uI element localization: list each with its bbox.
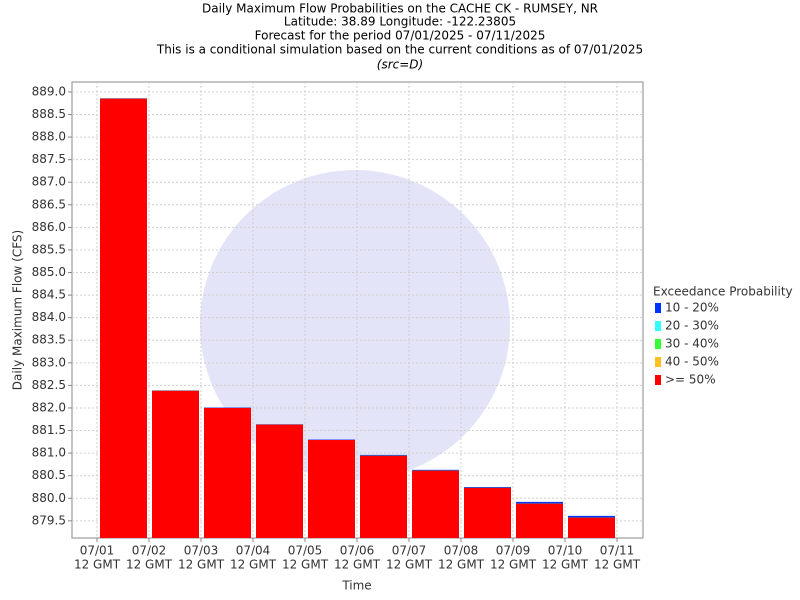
x-tick-label: 12 GMT <box>594 558 641 572</box>
x-tick-label: 07/10 <box>548 544 583 558</box>
y-tick-label: 882.0 <box>32 400 66 414</box>
x-tick-label: 07/11 <box>600 544 635 558</box>
x-tick-label: 07/01 <box>80 544 115 558</box>
subtitle: (src=D) <box>377 58 423 72</box>
x-tick-label: 12 GMT <box>282 558 329 572</box>
x-tick-label: 12 GMT <box>490 558 537 572</box>
title-line: This is a conditional simulation based o… <box>156 43 643 57</box>
y-tick-label: 888.5 <box>32 107 66 121</box>
bar <box>568 517 615 538</box>
x-tick-label: 12 GMT <box>74 558 121 572</box>
x-axis-label: Time <box>341 579 371 593</box>
bar <box>412 470 459 538</box>
y-tick-label: 880.5 <box>32 468 66 482</box>
x-tick-label: 12 GMT <box>334 558 381 572</box>
bar <box>256 424 303 538</box>
y-tick-label: 886.5 <box>32 197 66 211</box>
y-tick-label: 888.0 <box>32 130 66 144</box>
legend-swatch <box>655 375 661 385</box>
title-line: Forecast for the period 07/01/2025 - 07/… <box>255 29 546 43</box>
y-tick-label: 886.0 <box>32 220 66 234</box>
y-tick-label: 883.0 <box>32 355 66 369</box>
y-tick-label: 881.0 <box>32 446 66 460</box>
watermark <box>200 170 510 480</box>
y-tick-label: 880.0 <box>32 491 66 505</box>
bar <box>360 455 407 538</box>
y-tick-label: 883.5 <box>32 333 66 347</box>
x-tick-label: 12 GMT <box>542 558 589 572</box>
y-tick-label: 884.5 <box>32 288 66 302</box>
y-axis-label: Daily Maximum Flow (CFS) <box>11 230 25 390</box>
x-tick-label: 12 GMT <box>178 558 225 572</box>
x-tick-label: 07/09 <box>496 544 531 558</box>
legend-swatch <box>655 357 661 367</box>
x-tick-label: 12 GMT <box>386 558 433 572</box>
y-tick-label: 879.5 <box>32 513 66 527</box>
legend-title: Exceedance Probability <box>653 285 793 299</box>
x-tick-label: 12 GMT <box>126 558 173 572</box>
x-tick-label: 07/03 <box>184 544 219 558</box>
bar <box>516 503 563 538</box>
y-tick-label: 887.5 <box>32 152 66 166</box>
legend-swatch <box>655 321 661 331</box>
x-tick-label: 12 GMT <box>438 558 485 572</box>
title-line: Daily Maximum Flow Probabilities on the … <box>202 2 598 16</box>
x-tick-label: 07/04 <box>236 544 271 558</box>
y-tick-label: 882.5 <box>32 378 66 392</box>
x-tick-label: 07/02 <box>132 544 167 558</box>
x-tick-label: 07/06 <box>340 544 375 558</box>
bar <box>464 487 511 538</box>
legend-swatch <box>655 339 661 349</box>
bar <box>100 98 147 538</box>
legend-label: 30 - 40% <box>665 337 719 351</box>
x-tick-label: 07/07 <box>392 544 427 558</box>
title-line: Latitude: 38.89 Longitude: -122.23805 <box>284 15 516 29</box>
x-tick-label: 12 GMT <box>230 558 277 572</box>
y-tick-label: 884.0 <box>32 310 66 324</box>
x-tick-label: 07/08 <box>444 544 479 558</box>
y-tick-label: 885.0 <box>32 265 66 279</box>
y-tick-label: 887.0 <box>32 175 66 189</box>
bar <box>152 390 199 538</box>
x-tick-label: 07/05 <box>288 544 323 558</box>
y-tick-label: 881.5 <box>32 423 66 437</box>
y-tick-label: 889.0 <box>32 84 66 98</box>
bar <box>308 440 355 538</box>
bar <box>204 407 251 538</box>
legend-swatch <box>655 303 661 313</box>
legend-label: >= 50% <box>665 373 716 387</box>
legend-label: 20 - 30% <box>665 319 719 333</box>
legend-label: 10 - 20% <box>665 301 719 315</box>
y-tick-label: 885.5 <box>32 242 66 256</box>
legend-label: 40 - 50% <box>665 355 719 369</box>
